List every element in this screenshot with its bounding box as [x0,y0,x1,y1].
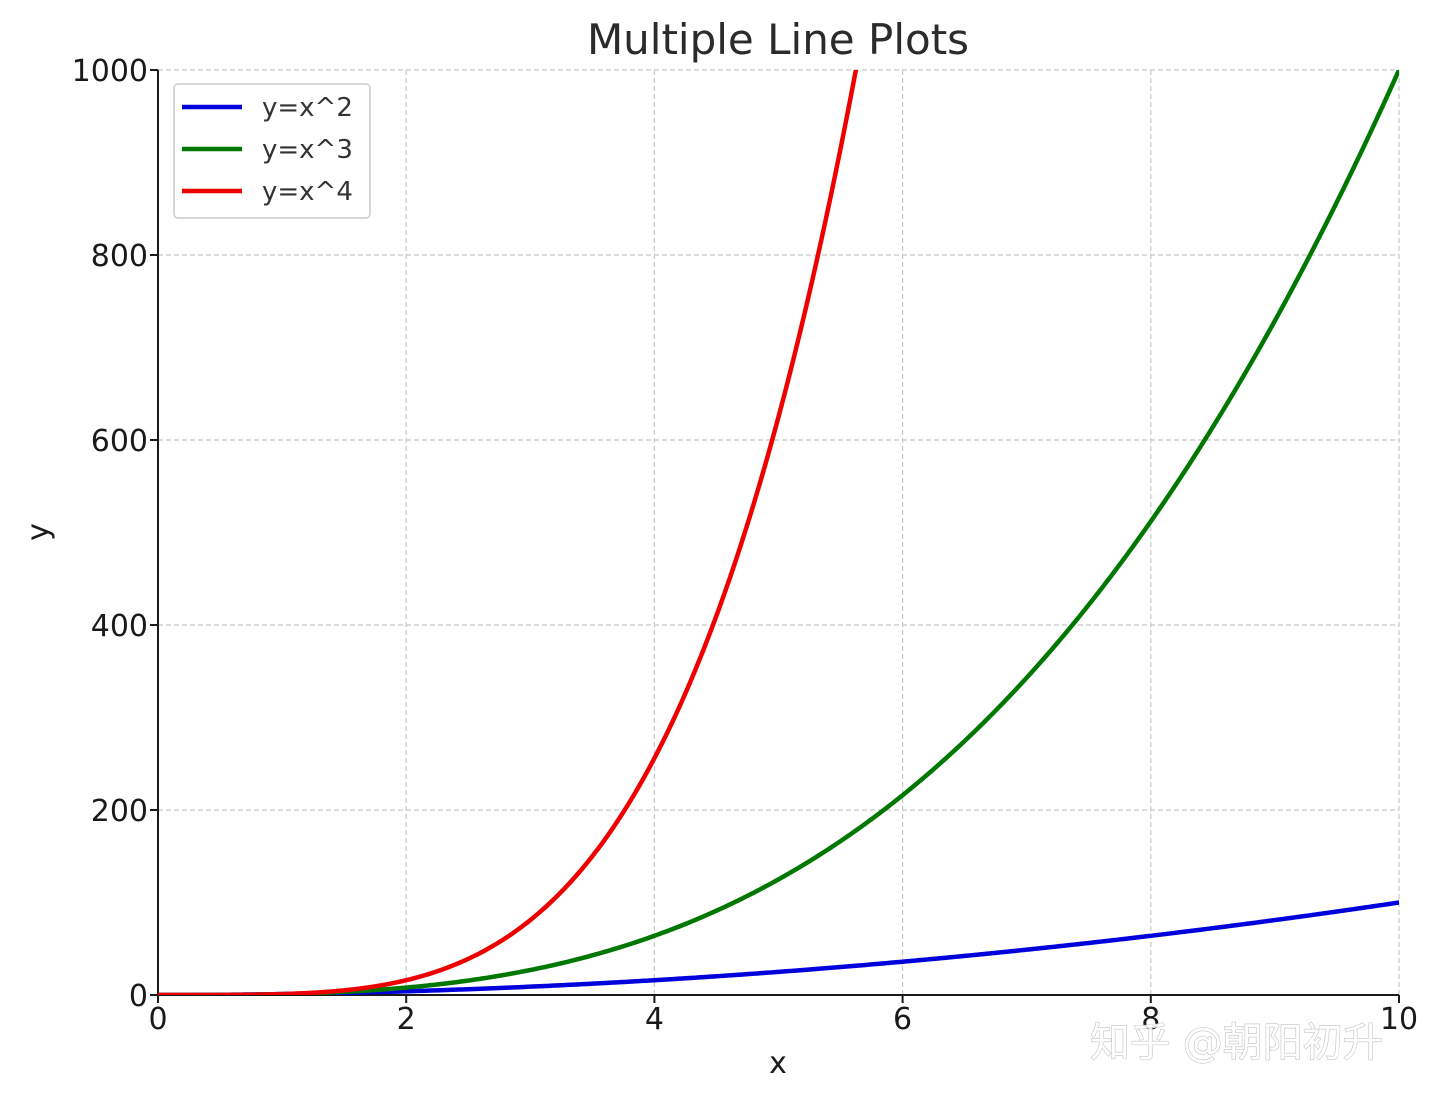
axes [157,70,1399,996]
x-axis-label: x [769,1046,787,1081]
legend-label: y=x^2 [262,93,353,123]
y-tick-label: 400 [91,609,148,644]
x-tick-label: 10 [1380,1002,1418,1037]
x-tick-label: 0 [148,1002,167,1037]
x-tick-label: 4 [645,1002,664,1037]
legend-label: y=x^4 [262,177,353,207]
y-tick-label: 600 [91,424,148,459]
y-axis-label: y [21,523,56,541]
y-tick-label: 200 [91,794,148,829]
series-line-1 [158,900,1399,995]
legend-label: y=x^3 [262,135,353,165]
x-tick-label: 2 [397,1002,416,1037]
series-layer [158,70,1399,995]
y-tick-label: 800 [91,239,148,274]
y-tick-label: 1000 [72,54,148,89]
chart-title: Multiple Line Plots [587,15,969,64]
grid-lines [158,69,1400,995]
x-tick-label: 8 [1141,1002,1160,1037]
y-tick-label: 0 [129,979,148,1014]
x-tick-label: 6 [893,1002,912,1037]
watermark: 知乎 @朝阳初升 [1090,1020,1383,1066]
series-line-3 [158,70,859,995]
legend-box [173,83,371,219]
legend: y=x^2 y=x^3 y=x^4 [173,83,371,219]
series-line-2 [158,70,1399,995]
tick-marks: 0 2 4 6 8 10 0 200 400 600 800 1000 [72,54,1418,1037]
